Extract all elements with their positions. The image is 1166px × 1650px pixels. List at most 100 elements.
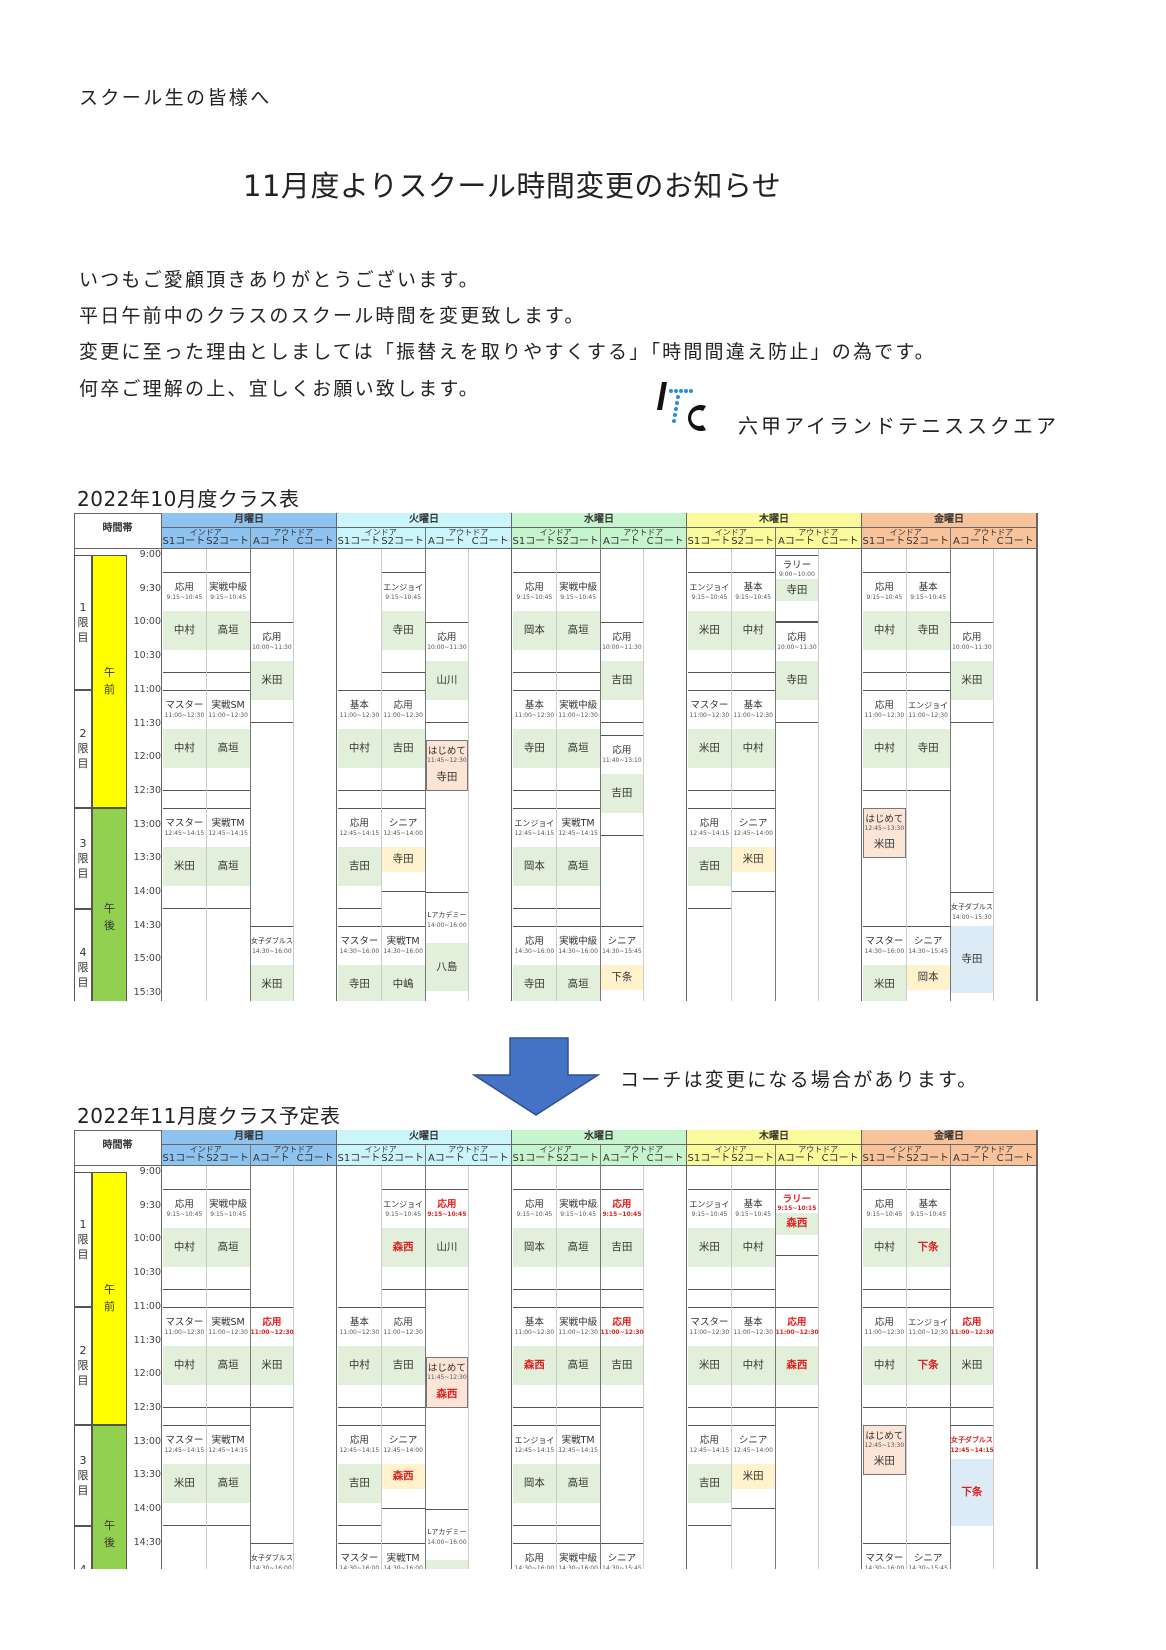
court-divider	[599, 549, 601, 1001]
court-divider	[555, 1166, 557, 1569]
coach-band: 寺田	[906, 610, 950, 650]
class-name: 実戦TM	[561, 1434, 595, 1446]
class-name: エンジョイ	[689, 582, 730, 592]
time-column-border	[127, 1166, 162, 1569]
class-name: ラリー	[782, 560, 812, 571]
coach-band: 高垣	[556, 1345, 600, 1385]
group-divider	[949, 528, 951, 549]
time-label: 11:30	[133, 1334, 161, 1346]
group-divider	[774, 1145, 776, 1166]
coach-band: 高垣	[556, 846, 600, 886]
coach-name: 高垣	[567, 977, 589, 990]
court-divider	[249, 1166, 251, 1569]
court-label: S1コート	[862, 536, 906, 547]
court-divider	[774, 549, 776, 1001]
coach-name: 高垣	[217, 741, 239, 754]
coach-band: 高垣	[556, 610, 600, 650]
class-block: 高垣 実戦TM 12:45~14:15	[206, 1424, 250, 1526]
court-group-label: アウトドア	[623, 528, 664, 537]
time-label: 12:00	[133, 751, 161, 763]
class-name: 基本	[743, 1198, 763, 1210]
class-block: 寺田 エンジョイ 9:15~10:45	[381, 571, 425, 673]
time-label: 12:30	[133, 784, 161, 796]
class-time: 9:15~10:45	[166, 1210, 203, 1218]
coach-band: 米田	[950, 1345, 994, 1385]
class-name: エンジョイ	[908, 1317, 949, 1327]
court-divider	[424, 1166, 426, 1569]
day-divider	[860, 549, 862, 1001]
day-header: 木曜日	[687, 513, 862, 528]
court-header: インドア アウトドア S1コート S2コート Aコート Cコート	[337, 528, 512, 549]
period-char: 4	[79, 946, 87, 960]
coach-band: 吉田	[600, 1345, 644, 1385]
group-divider	[424, 528, 426, 549]
class-block: 吉田 応用 12:45~14:15	[338, 807, 381, 909]
court-label: Cコート	[646, 1153, 684, 1164]
class-time: 11:00~12:30	[514, 711, 555, 719]
coach-name: 寺田	[436, 770, 458, 783]
coach-name: 高垣	[217, 1358, 239, 1371]
coach-band: 高垣	[206, 728, 250, 768]
class-name: はじめて	[865, 1430, 904, 1442]
class-name: 応用	[262, 1316, 282, 1328]
coach-name: 高垣	[567, 1476, 589, 1489]
class-block: 中村 応用 11:00~12:30	[863, 1306, 906, 1408]
court-header: インドア アウトドア S1コート S2コート Aコート Cコート	[687, 528, 862, 549]
class-block: 寺田 応用 14:30~16:00	[513, 925, 556, 1001]
class-name: 応用	[612, 1198, 632, 1210]
class-block: 寺田 ラリー 9:00~10:00	[775, 555, 819, 623]
day-header: 木曜日	[687, 1130, 862, 1145]
time-label: 13:30	[133, 852, 161, 864]
coach-band: 中村	[163, 610, 206, 650]
court-group-label: インドア	[364, 1145, 397, 1154]
class-block: シニア 14:30~15:45	[600, 1542, 644, 1569]
class-name: 応用	[874, 1316, 894, 1328]
time-label: 10:30	[133, 1267, 161, 1279]
coach-band: 下条	[906, 1345, 950, 1385]
class-block: 森西 ラリー 9:15~10:15	[775, 1188, 819, 1257]
court-label: Cコート	[821, 1153, 859, 1164]
coach-name: 高垣	[567, 623, 589, 636]
class-name: ラリー	[782, 1193, 812, 1205]
class-time: 9:15~10:45	[516, 1210, 553, 1218]
court-label: Cコート	[646, 536, 684, 547]
coach-band: 米田	[163, 846, 206, 886]
period-char: 目	[77, 1247, 89, 1261]
coach-band: 森西	[775, 1345, 819, 1385]
court-divider	[643, 1166, 645, 1569]
body-line: 平日午前中のクラスのスクール時間を変更致します。	[79, 305, 586, 327]
coach-band: 吉田	[688, 1463, 731, 1503]
ampm-char: 午	[104, 1283, 115, 1297]
period-char: 2	[79, 1344, 87, 1358]
class-block: 中村 応用 9:15~10:45	[163, 1188, 206, 1290]
class-time: 9:15~10:45	[210, 1210, 247, 1218]
coach-band: 米田	[250, 964, 294, 1001]
period-char: 限	[77, 1468, 89, 1482]
court-group-label: アウトドア	[798, 528, 839, 537]
coach-name: 米田	[261, 674, 283, 687]
class-block: 寺田 基本 11:00~12:30	[513, 689, 556, 791]
coach-name: 吉田	[611, 786, 633, 799]
group-divider	[249, 1145, 251, 1166]
class-block: 吉田 応用 12:45~14:15	[688, 807, 731, 909]
class-time: 9:15~10:45	[691, 1210, 728, 1218]
coach-name: 森西	[523, 1358, 545, 1371]
class-time: 9:15~10:45	[560, 1210, 597, 1218]
court-group-label: インドア	[364, 528, 397, 537]
class-name: はじめて	[427, 1363, 466, 1375]
coach-name: 下条	[917, 1240, 939, 1253]
coach-band: 中村	[863, 1345, 906, 1385]
coach-band: 米田	[688, 610, 731, 650]
coach-band: 米田	[731, 846, 775, 872]
class-time: 9:15~10:45	[602, 1210, 642, 1218]
class-time: 12:45~14:15	[689, 1446, 730, 1454]
body-line: 何卒ご理解の上、宜しくお願い致します。	[79, 378, 480, 400]
coach-band: 米田	[864, 834, 905, 856]
coach-name: 米田	[742, 852, 764, 865]
coach-band: 米田	[731, 1463, 775, 1489]
coach-band: 中村	[731, 1345, 775, 1385]
coach-band: 岡本	[513, 610, 556, 650]
class-block: 女子ダブルス 14:30~16:00	[250, 1542, 294, 1569]
